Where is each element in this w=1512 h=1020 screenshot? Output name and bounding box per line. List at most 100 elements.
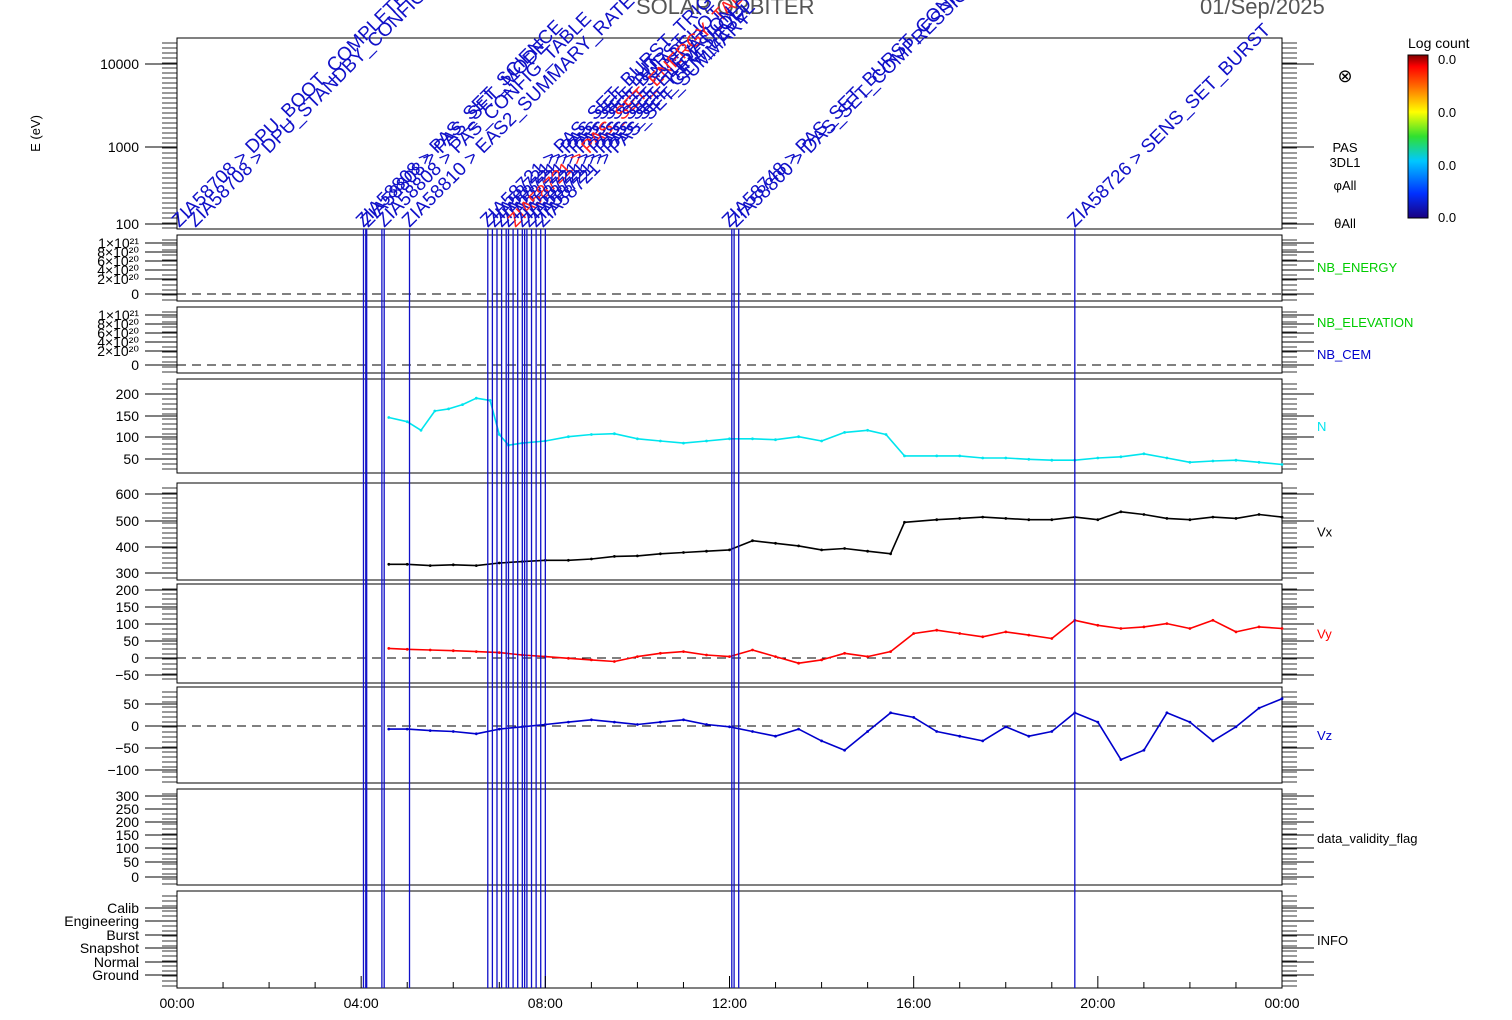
data-point-vz: [1142, 748, 1146, 752]
data-point-vx: [1027, 518, 1031, 522]
data-point-vy: [682, 650, 685, 653]
y-tick-label: 50: [123, 854, 139, 870]
y-tick-label: −50: [115, 740, 139, 756]
data-point-vx: [387, 562, 391, 566]
data-point-vy: [1096, 623, 1100, 627]
panel-frame: [176, 482, 1283, 581]
data-point-vy: [1119, 627, 1123, 630]
event-lines: [362, 229, 1076, 988]
data-point-n: [728, 437, 731, 441]
data-point-vx: [889, 552, 892, 556]
panel-vx: 600 500 400 300 Vx: [116, 482, 1333, 581]
y-tick-label: 2×10²⁰: [97, 343, 139, 359]
series-label: NB_ENERGY: [1317, 260, 1398, 275]
data-point-n: [659, 439, 662, 443]
y-tick-label: 0: [131, 718, 139, 734]
y-tick-label: 150: [116, 827, 140, 843]
data-point-vz: [1027, 734, 1031, 738]
y-tick-label: −100: [107, 762, 139, 778]
data-point-vz: [682, 718, 685, 722]
y-tick-label: 150: [116, 599, 140, 615]
data-point-vy: [387, 647, 391, 650]
data-point-vx: [1050, 518, 1054, 522]
panel-info: CalibEngineeringBurstSnapshotNormalGroun…: [64, 890, 1348, 989]
plot-date: 01/Sep/2025: [1200, 0, 1325, 19]
data-point-n: [981, 456, 985, 460]
data-point-vx: [682, 551, 685, 554]
y-tick-label: 100: [116, 616, 140, 632]
data-point-vz: [1211, 739, 1215, 743]
data-point-n: [590, 433, 593, 436]
data-point-n: [461, 403, 464, 406]
data-point-vy: [912, 632, 916, 635]
data-point-n: [903, 454, 906, 458]
data-point-vy: [820, 658, 823, 662]
y-tick-label: 1×10²¹: [98, 235, 139, 251]
data-point-n: [433, 409, 437, 413]
x-tick-label: 16:00: [896, 995, 931, 1011]
data-point-vy: [1257, 625, 1261, 629]
series-label-vx: Vx: [1317, 525, 1333, 540]
y-tick-label: 150: [116, 408, 140, 424]
data-point-vx: [451, 563, 455, 567]
data-point-vy: [866, 655, 869, 658]
data-point-n: [1027, 457, 1031, 461]
data-point-n: [636, 437, 639, 441]
data-point-n: [387, 416, 391, 419]
colorbar-tick-label: 0.0: [1438, 52, 1456, 67]
data-point-vy: [728, 655, 731, 658]
y-tick-label: 500: [116, 513, 140, 529]
data-point-n: [1050, 458, 1054, 462]
y-tick-label: 4×10²⁰: [97, 334, 139, 350]
y-tick-label: Calib: [107, 900, 139, 916]
series-line-vx: [388, 511, 1283, 567]
y-tick-label: Ground: [92, 967, 139, 983]
data-point-n: [405, 420, 409, 424]
series-label: NB_CEM: [1317, 347, 1371, 362]
data-point-n: [866, 428, 869, 432]
data-point-vy: [451, 649, 455, 653]
data-point-n: [1004, 456, 1008, 460]
y-tick-label: 1×10²¹: [98, 307, 139, 323]
panel-frame: [176, 890, 1283, 989]
data-point-n: [419, 428, 423, 432]
data-point-vy: [705, 653, 708, 657]
data-point-vz: [497, 727, 501, 731]
data-point-vz: [1096, 720, 1100, 724]
data-point-n: [1211, 459, 1215, 463]
x-tick-label: 20:00: [1080, 995, 1115, 1011]
y-tick-label: 0: [131, 357, 139, 373]
y-tick-label: 100: [116, 216, 140, 232]
panel-frame: [176, 686, 1283, 784]
panel-frame: [176, 378, 1283, 474]
data-point-n: [474, 396, 478, 400]
data-point-n: [497, 433, 501, 436]
data-point-vz: [981, 739, 985, 743]
data-point-vy: [1050, 637, 1054, 640]
data-point-n: [682, 441, 685, 445]
series-line-vy: [388, 619, 1283, 664]
panel-symbol: ⊗: [1337, 66, 1352, 86]
data-point-vz: [1280, 697, 1284, 701]
data-point-vx: [1280, 515, 1284, 519]
data-point-n: [1165, 456, 1169, 460]
data-point-n: [958, 454, 962, 458]
panel-energy: 10000 1000 100 E (eV) ⊗: [28, 37, 1353, 232]
data-point-vy: [1004, 630, 1008, 634]
panel-frame: [176, 583, 1283, 684]
data-point-vx: [705, 549, 708, 553]
data-point-vz: [451, 730, 455, 733]
data-point-n: [447, 407, 450, 411]
data-point-vx: [428, 564, 432, 567]
panel-frame: [176, 37, 1283, 230]
data-point-vz: [774, 734, 777, 738]
data-point-vy: [497, 651, 501, 654]
data-point-vz: [889, 711, 892, 715]
data-point-vy: [659, 651, 662, 655]
data-point-vz: [797, 727, 800, 731]
y-tick-label: 200: [116, 582, 140, 598]
